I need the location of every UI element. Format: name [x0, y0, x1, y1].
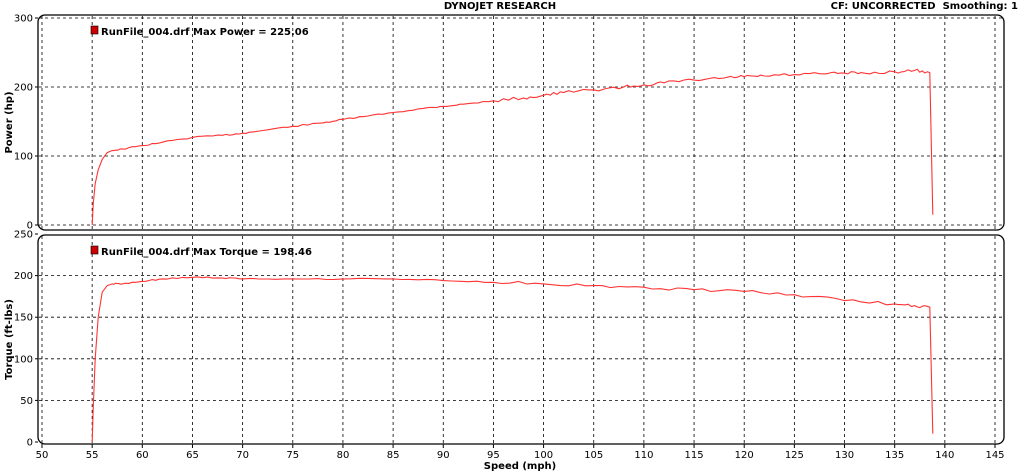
smoothing-label: Smoothing: 1: [942, 1, 1018, 12]
data-series-line: [91, 68, 934, 226]
y-tick-label: 0: [27, 221, 33, 232]
legend-text: RunFile_004.drf Max Torque = 198.46: [101, 247, 312, 258]
y-tick-label: 100: [14, 152, 33, 163]
x-tick-label: 115: [685, 450, 704, 461]
x-tick-label: 65: [186, 450, 199, 461]
y-tick-label: 50: [20, 396, 33, 407]
y-axis-label: Torque (ft-lbs): [4, 299, 15, 380]
legend-marker: [90, 25, 99, 35]
x-tick-label: 110: [634, 450, 653, 461]
panel-frame: [37, 14, 1005, 231]
panel-frame: [37, 234, 1005, 445]
y-tick-label: 0: [27, 438, 33, 449]
legend-text: RunFile_004.drf Max Power = 225.06: [101, 27, 309, 38]
y-tick-label: 100: [14, 354, 33, 365]
x-tick-label: 135: [885, 450, 904, 461]
header-status: CF: UNCORRECTED Smoothing: 1: [831, 1, 1018, 12]
x-tick-label: 140: [935, 450, 954, 461]
y-axis-label: Power (hp): [4, 91, 15, 153]
y-tick-label: 150: [14, 313, 33, 324]
x-tick-label: 120: [735, 450, 754, 461]
y-tick-label: 250: [14, 230, 33, 241]
x-tick-label: 75: [286, 450, 299, 461]
chart-panel-1: 0 100 200 300 Power (hp) RunFile_004.drf Max …: [4, 14, 1005, 232]
x-tick-label: 90: [437, 450, 450, 461]
x-tick-label: 80: [337, 450, 350, 461]
x-tick-label: 85: [387, 450, 400, 461]
y-tick-label: 200: [14, 271, 33, 282]
y-tick-label: 200: [14, 83, 33, 94]
x-tick-label: 70: [236, 450, 249, 461]
x-axis-label: Speed (mph): [484, 461, 556, 471]
x-tick-label: 50: [36, 450, 49, 461]
x-tick-label: 95: [487, 450, 500, 461]
x-tick-label: 55: [86, 450, 99, 461]
data-series-line: [91, 276, 934, 443]
x-tick-label: 130: [835, 450, 854, 461]
x-tick-label: 105: [584, 450, 603, 461]
y-tick-label: 300: [14, 14, 33, 25]
correction-factor-label: CF: UNCORRECTED: [830, 1, 936, 12]
x-tick-label: 145: [985, 450, 1004, 461]
legend-marker: [90, 245, 99, 255]
x-tick-label: 60: [136, 450, 149, 461]
chart-title: DYNOJET RESEARCH: [443, 1, 557, 12]
x-tick-label: 125: [785, 450, 804, 461]
chart-panel-2: 0 50 100 150 200 250 Torque (ft-lbs) RunFile_00…: [4, 230, 1005, 449]
x-tick-label: 100: [534, 450, 553, 461]
